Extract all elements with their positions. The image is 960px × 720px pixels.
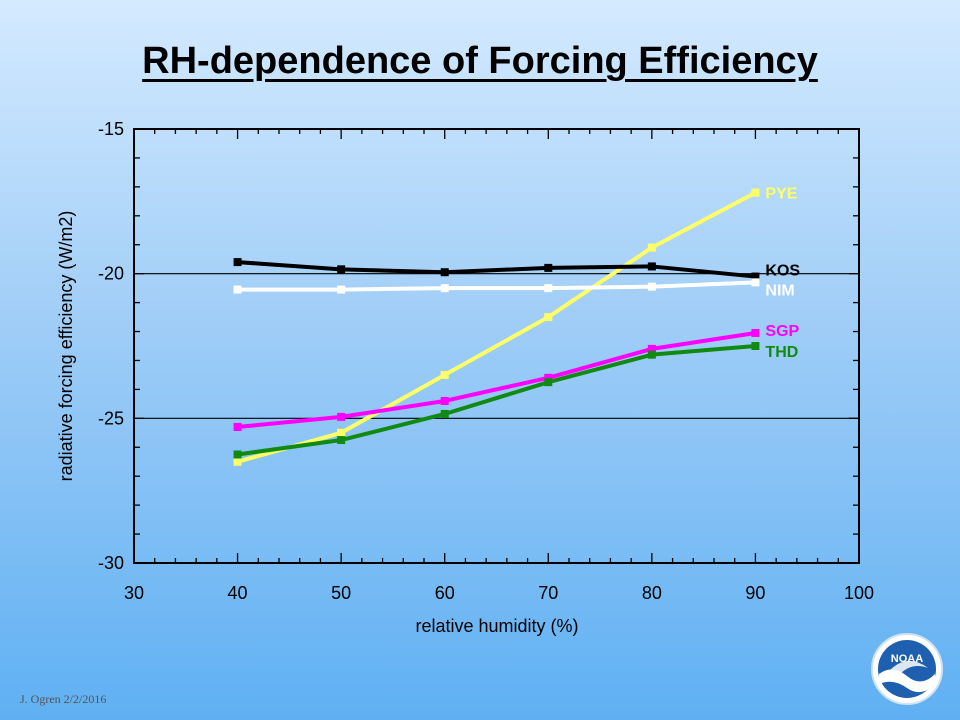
x-tick-label: 90 bbox=[745, 583, 765, 603]
y-tick-label: -20 bbox=[98, 264, 124, 284]
x-tick-label: 100 bbox=[844, 583, 874, 603]
y-tick-label: -30 bbox=[98, 553, 124, 573]
plot-frame bbox=[133, 128, 860, 564]
series-label-nim: NIM bbox=[765, 282, 794, 299]
data-point-nim bbox=[647, 282, 656, 291]
data-point-sgp bbox=[337, 412, 346, 421]
data-point-sgp bbox=[233, 423, 242, 432]
data-point-pye bbox=[647, 243, 656, 252]
data-point-thd bbox=[544, 378, 553, 387]
data-point-thd bbox=[647, 350, 656, 359]
x-tick-label: 70 bbox=[538, 583, 558, 603]
data-point-kos bbox=[647, 262, 656, 271]
data-point-kos bbox=[337, 265, 346, 274]
svg-text:NOAA: NOAA bbox=[891, 653, 923, 665]
y-tick-label: -25 bbox=[98, 408, 124, 428]
x-tick-label: 30 bbox=[124, 583, 144, 603]
data-point-nim bbox=[440, 284, 449, 293]
data-point-nim bbox=[233, 285, 242, 294]
x-axis-title: relative humidity (%) bbox=[415, 616, 578, 636]
data-point-nim bbox=[751, 278, 760, 287]
series-line-thd bbox=[237, 344, 756, 457]
data-point-pye bbox=[544, 313, 553, 322]
series-line-pye bbox=[237, 190, 757, 464]
series-label-thd: THD bbox=[765, 344, 798, 361]
x-tick-label: 80 bbox=[642, 583, 662, 603]
y-axis-title: radiative forcing efficiency (W/m2) bbox=[56, 211, 76, 482]
data-point-thd bbox=[440, 409, 449, 418]
data-point-sgp bbox=[751, 328, 760, 337]
y-tick-label: -15 bbox=[98, 119, 124, 139]
slide-title-text: RH-dependence of Forcing Efficiency bbox=[142, 40, 818, 82]
data-point-kos bbox=[440, 268, 449, 277]
data-point-thd bbox=[751, 342, 760, 350]
data-point-pye bbox=[233, 457, 242, 466]
series-label-pye: PYE bbox=[765, 186, 797, 203]
data-point-nim bbox=[337, 285, 346, 294]
data-point-kos bbox=[233, 258, 242, 267]
series-label-kos: KOS bbox=[765, 263, 800, 280]
x-tick-label: 50 bbox=[331, 583, 351, 603]
data-point-sgp bbox=[440, 396, 449, 405]
data-point-pye bbox=[337, 428, 346, 437]
series-line-nim bbox=[237, 280, 756, 292]
data-point-thd bbox=[233, 450, 242, 459]
data-point-sgp bbox=[647, 344, 656, 353]
data-point-kos bbox=[544, 263, 553, 272]
series-line-sgp bbox=[237, 331, 756, 430]
slide-title: RH-dependence of Forcing Efficiency bbox=[0, 40, 960, 83]
series-line-kos bbox=[237, 260, 756, 279]
x-tick-label: 40 bbox=[228, 583, 248, 603]
x-tick-label: 60 bbox=[435, 583, 455, 603]
data-point-kos bbox=[751, 272, 760, 281]
data-point-thd bbox=[337, 436, 346, 445]
data-point-nim bbox=[544, 284, 553, 293]
noaa-logo: NOAA bbox=[871, 633, 943, 705]
footer-credit: J. Ogren 2/2/2016 bbox=[20, 692, 107, 706]
series-label-sgp: SGP bbox=[765, 323, 799, 340]
data-point-pye bbox=[440, 370, 449, 379]
data-point-sgp bbox=[544, 373, 553, 382]
data-point-pye bbox=[751, 188, 760, 197]
